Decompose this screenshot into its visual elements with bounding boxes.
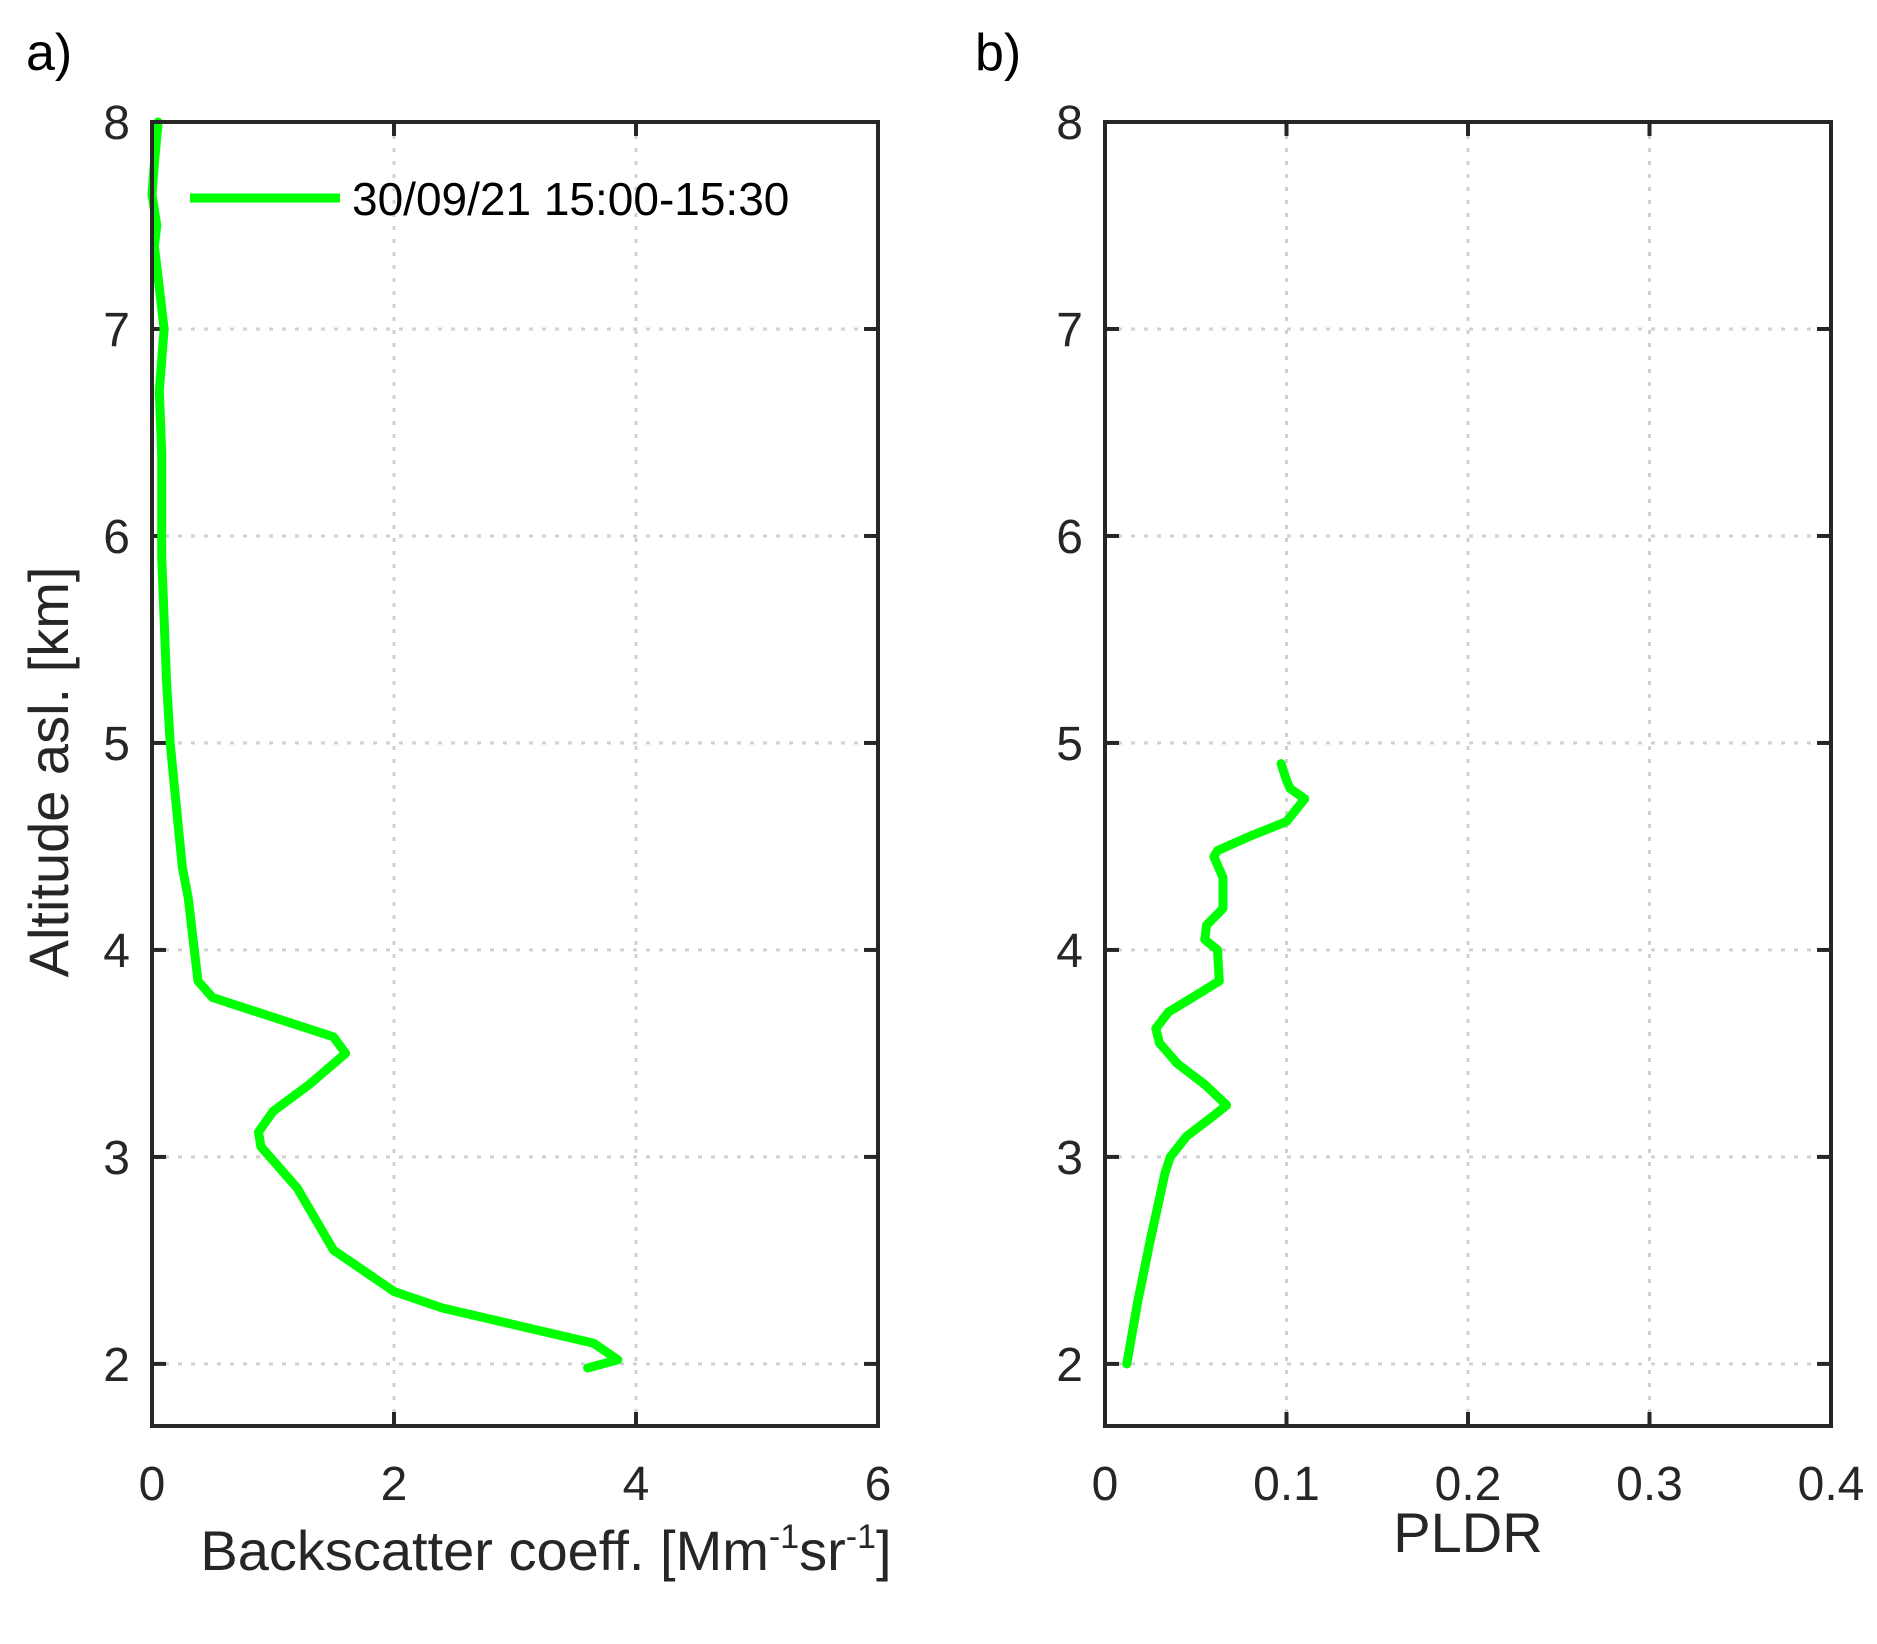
- panel-a: a) 2 3 4 5 6 7 8 0 2 4 6 30/09/21 15:00-15:30 Alt…: [17, 24, 892, 1582]
- panel-b: b) 2 3 4 5 6 7 8 0 0.1 0.2 0.3 0.4 PLDR: [975, 24, 1864, 1564]
- panel-b-y-tick-label-2: 4: [1056, 925, 1083, 978]
- panel-b-grid: [1103, 120, 1833, 1426]
- panel-b-y-tick-label-6: 8: [1056, 97, 1083, 150]
- panel-a-x-tick-label-0: 0: [139, 1458, 166, 1511]
- panel-a-y-tick-label-3: 5: [103, 718, 130, 771]
- panel-a-x-tick-label-3: 6: [865, 1458, 892, 1511]
- panel-a-series-line: [147, 117, 623, 1373]
- panel-a-grid: [150, 120, 880, 1426]
- panel-a-axes-frame: [150, 120, 880, 1428]
- panel-a-y-tick-label-1: 3: [103, 1132, 130, 1185]
- panel-b-y-tick-label-4: 6: [1056, 511, 1083, 564]
- panel-b-y-tick-label-5: 7: [1056, 304, 1083, 357]
- panel-a-label: a): [26, 24, 72, 82]
- panel-b-series-line: [1122, 759, 1310, 1369]
- panel-a-y-ticks: 2 3 4 5 6 7 8: [103, 97, 878, 1392]
- panel-b-y-tick-label-3: 5: [1056, 718, 1083, 771]
- panel-b-x-tick-label-1: 0.1: [1253, 1458, 1320, 1511]
- panel-b-axes-frame: [1103, 120, 1833, 1428]
- panel-a-y-tick-label-0: 2: [103, 1339, 130, 1392]
- panel-a-x-axis-label: Backscatter coeff. [Mm-1sr-1]: [200, 1518, 891, 1582]
- panel-b-label: b): [975, 24, 1021, 82]
- x-label-mid: sr: [799, 1519, 846, 1582]
- panel-b-x-axis-label: PLDR: [1393, 1501, 1542, 1564]
- panel-a-y-tick-label-6: 8: [103, 97, 130, 150]
- panel-a-y-tick-label-2: 4: [103, 925, 130, 978]
- panel-b-x-tick-label-3: 0.3: [1616, 1458, 1683, 1511]
- panel-b-x-tick-label-0: 0: [1092, 1458, 1119, 1511]
- legend-entry: 30/09/21 15:00-15:30: [352, 173, 789, 225]
- x-label-sup-2: -1: [846, 1518, 876, 1556]
- panel-a-y-tick-label-5: 7: [103, 304, 130, 357]
- panel-a-x-tick-label-2: 4: [623, 1458, 650, 1511]
- panel-b-y-tick-label-1: 3: [1056, 1132, 1083, 1185]
- x-label-end: ]: [876, 1519, 892, 1582]
- legend: 30/09/21 15:00-15:30: [190, 173, 789, 225]
- panel-b-y-tick-label-0: 2: [1056, 1339, 1083, 1392]
- x-label-main: Backscatter coeff. [Mm: [200, 1519, 768, 1582]
- panel-a-y-axis-label: Altitude asl. [km]: [17, 567, 80, 978]
- panel-b-x-tick-label-2: 0.2: [1435, 1458, 1502, 1511]
- panel-a-x-tick-label-1: 2: [381, 1458, 408, 1511]
- x-label-sup-1: -1: [769, 1518, 799, 1556]
- panel-b-x-tick-label-4: 0.4: [1798, 1458, 1865, 1511]
- panel-b-x-ticks: 0 0.1 0.2 0.3 0.4: [1092, 122, 1865, 1511]
- panel-a-y-tick-label-4: 6: [103, 511, 130, 564]
